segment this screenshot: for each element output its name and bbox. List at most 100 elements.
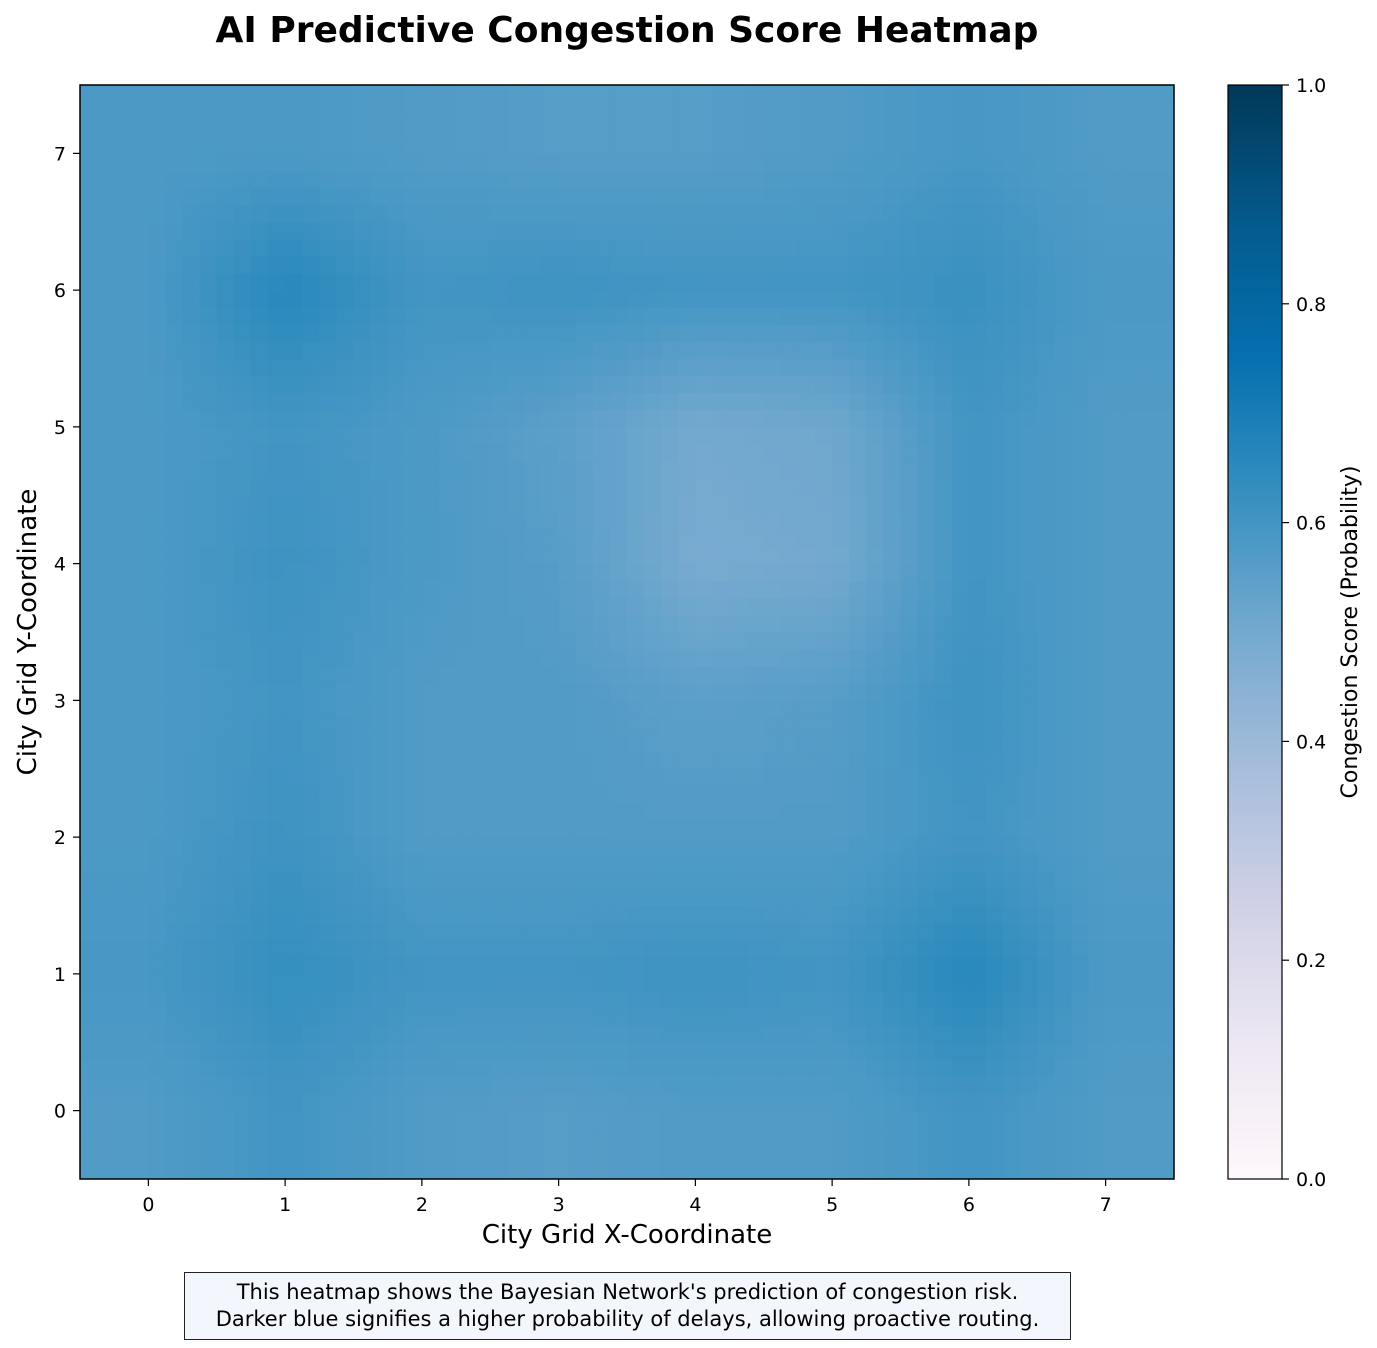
heatmap-cell	[319, 871, 337, 889]
heatmap-cell	[353, 512, 372, 531]
heatmap-cell	[233, 888, 252, 907]
heatmap-cell	[695, 837, 714, 855]
heatmap-cell	[763, 1127, 782, 1146]
heatmap-cell	[934, 187, 953, 206]
heatmap-cell	[421, 1110, 440, 1129]
heatmap-cell	[575, 1144, 594, 1163]
heatmap-cell	[729, 871, 748, 889]
heatmap-cell	[233, 597, 252, 616]
heatmap-cell	[490, 307, 508, 325]
heatmap-cell	[285, 734, 303, 753]
heatmap-cell	[627, 922, 645, 941]
heatmap-cell	[968, 495, 987, 513]
heatmap-cell	[832, 1042, 850, 1060]
heatmap-cell	[268, 443, 286, 462]
heatmap-cell	[473, 837, 491, 855]
heatmap-cell	[695, 273, 714, 291]
heatmap-cell	[746, 1025, 765, 1043]
heatmap-cell	[627, 358, 645, 377]
heatmap-cell	[780, 290, 799, 308]
heatmap-cell	[780, 888, 799, 907]
heatmap-cell	[1020, 683, 1038, 701]
heatmap-cell	[387, 1076, 406, 1095]
heatmap-cell	[438, 461, 457, 479]
heatmap-cell	[1037, 700, 1055, 719]
heatmap-cell	[900, 273, 919, 291]
heatmap-cell	[763, 1059, 782, 1078]
heatmap-cell	[644, 717, 662, 736]
heatmap-cell	[148, 290, 167, 308]
heatmap-cell	[1071, 751, 1090, 770]
heatmap-cell	[592, 426, 611, 445]
heatmap-cell	[285, 632, 303, 650]
heatmap-cell	[729, 443, 748, 462]
heatmap-cell	[661, 871, 679, 889]
heatmap-cell	[832, 119, 850, 137]
heatmap-cell	[644, 255, 662, 274]
heatmap-cell	[1037, 358, 1055, 377]
heatmap-cell	[250, 785, 269, 804]
heatmap-cell	[661, 119, 679, 137]
heatmap-cell	[199, 290, 218, 308]
heatmap-cell	[712, 307, 731, 325]
heatmap-cell	[644, 734, 662, 753]
heatmap-cell	[302, 102, 320, 120]
heatmap-cell	[729, 119, 748, 137]
heatmap-cell	[900, 136, 919, 154]
heatmap-cell	[695, 649, 714, 667]
heatmap-cell	[370, 717, 389, 736]
heatmap-cell	[302, 785, 320, 804]
heatmap-cell	[353, 273, 372, 291]
heatmap-cell	[165, 939, 184, 958]
heatmap-cell	[763, 1042, 782, 1060]
heatmap-cell	[336, 273, 355, 291]
heatmap-cell	[216, 290, 235, 308]
heatmap-cell	[473, 238, 491, 257]
heatmap-cell	[114, 1025, 132, 1043]
heatmap-cell	[524, 734, 543, 753]
heatmap-cell	[216, 1076, 235, 1095]
heatmap-cell	[815, 392, 833, 411]
heatmap-cell	[661, 990, 679, 1009]
heatmap-cell	[609, 461, 628, 479]
heatmap-cell	[1088, 204, 1107, 223]
heatmap-cell	[644, 409, 662, 428]
heatmap-cell	[1037, 375, 1055, 394]
heatmap-cell	[199, 1042, 218, 1060]
heatmap-cell	[1020, 990, 1038, 1009]
heatmap-cell	[815, 478, 833, 496]
heatmap-cell	[866, 85, 884, 103]
heatmap-cell	[131, 956, 149, 975]
heatmap-cell	[661, 392, 679, 411]
heatmap-cell	[780, 1110, 799, 1129]
heatmap-cell	[1122, 820, 1141, 838]
heatmap-cell	[592, 529, 611, 548]
heatmap-cell	[951, 939, 970, 958]
heatmap-cell	[370, 85, 389, 103]
heatmap-cell	[1037, 170, 1055, 189]
heatmap-cell	[114, 956, 132, 975]
heatmap-cell	[1122, 956, 1141, 975]
heatmap-cell	[233, 580, 252, 599]
heatmap-cell	[114, 734, 132, 753]
heatmap-cell	[746, 358, 765, 377]
heatmap-cell	[661, 1008, 679, 1026]
heatmap-cell	[370, 392, 389, 411]
heatmap-cell	[387, 717, 406, 736]
heatmap-cell	[387, 170, 406, 189]
heatmap-cell	[985, 1059, 1004, 1078]
heatmap-cell	[1054, 273, 1073, 291]
heatmap-cell	[1156, 409, 1174, 428]
heatmap-cell	[951, 495, 970, 513]
heatmap-cell	[866, 392, 884, 411]
heatmap-cell	[1122, 632, 1141, 650]
heatmap-cell	[746, 785, 765, 804]
heatmap-cell	[712, 290, 731, 308]
heatmap-cell	[644, 392, 662, 411]
heatmap-cell	[336, 854, 355, 872]
heatmap-cell	[233, 871, 252, 889]
heatmap-cell	[353, 478, 372, 496]
heatmap-cell	[97, 768, 115, 787]
heatmap-cell	[592, 1161, 611, 1179]
heatmap-cell	[1139, 888, 1158, 907]
